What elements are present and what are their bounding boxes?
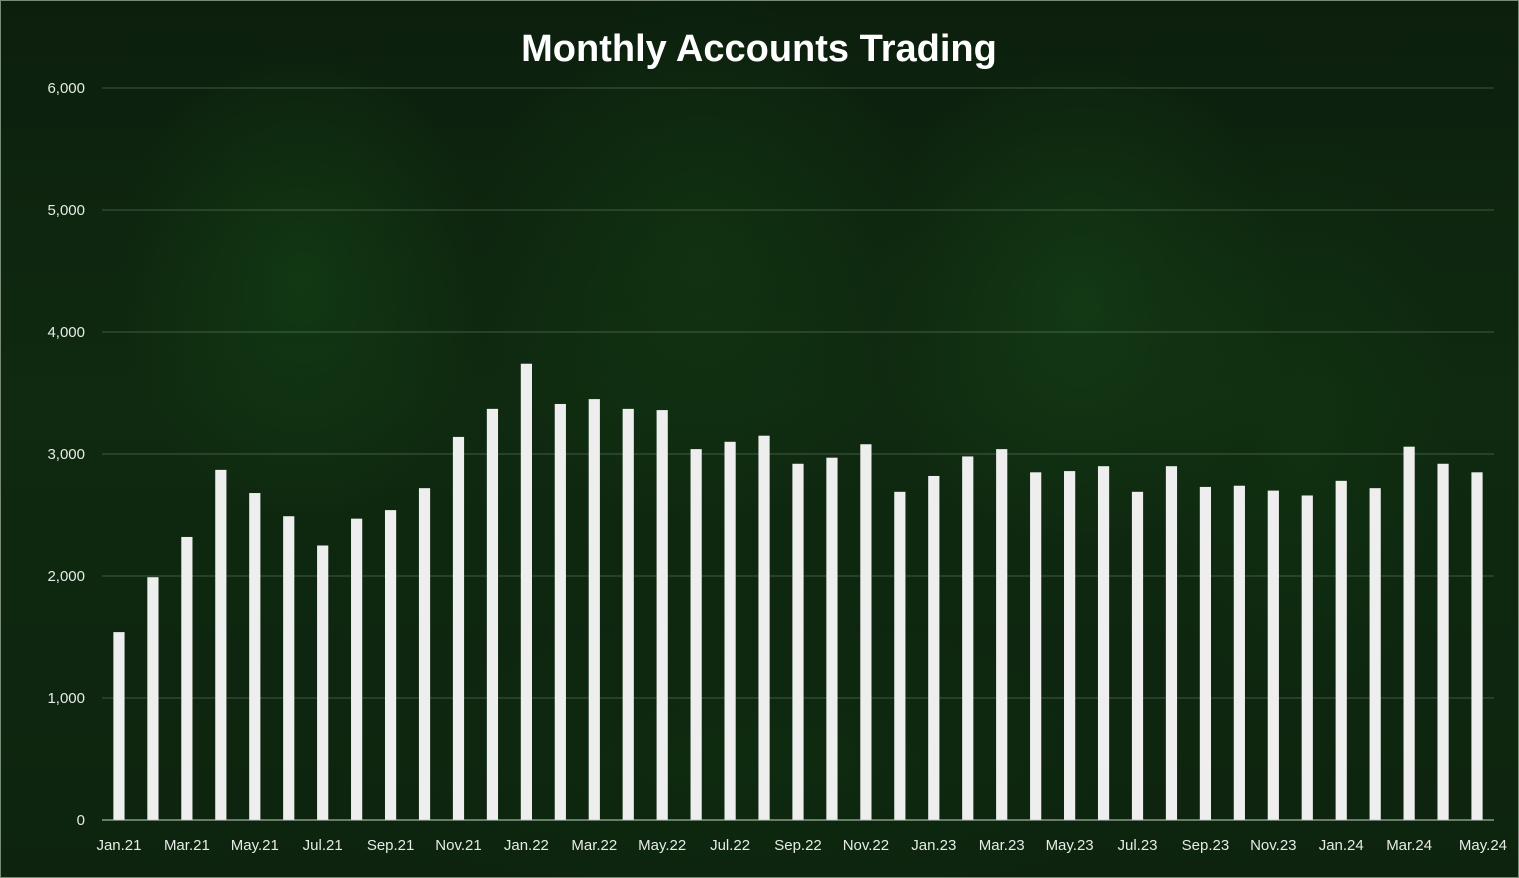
gridlines xyxy=(102,87,1494,699)
bar-may-23 xyxy=(1064,471,1076,820)
bar-jul-21 xyxy=(317,545,329,820)
bar-may-21 xyxy=(249,493,261,820)
x-tick-label: Nov.22 xyxy=(843,837,889,854)
x-tick-label: May.22 xyxy=(638,837,686,854)
x-tick-label: Jan.23 xyxy=(911,837,956,854)
bar-nov-22 xyxy=(860,444,872,820)
bar-sep-21 xyxy=(384,510,397,820)
bar-apr-22 xyxy=(622,408,634,820)
bar-feb-22 xyxy=(554,403,566,820)
y-tick-label: 5,000 xyxy=(47,202,85,219)
bar-mar-21 xyxy=(181,536,193,820)
bar-apr-23 xyxy=(1030,472,1042,820)
x-tick-label: Jul.21 xyxy=(303,837,343,854)
bar-jul-23 xyxy=(1131,491,1144,820)
bar-feb-24 xyxy=(1369,488,1381,820)
bar-aug-23 xyxy=(1165,466,1178,820)
x-tick-label: Mar.24 xyxy=(1386,837,1432,854)
bar-sep-22 xyxy=(792,463,804,820)
x-tick-label: May.23 xyxy=(1046,837,1094,854)
bar-oct-23 xyxy=(1233,485,1245,820)
bar-feb-21 xyxy=(147,577,159,820)
bar-jan-22 xyxy=(520,363,532,820)
bar-oct-22 xyxy=(826,457,838,820)
bar-apr-21 xyxy=(215,469,227,820)
x-tick-label: Mar.21 xyxy=(164,837,210,854)
x-tick-label: Nov.21 xyxy=(435,837,481,854)
bar-dec-22 xyxy=(894,491,906,820)
y-tick-label: 2,000 xyxy=(47,568,85,585)
x-tick-label: Mar.23 xyxy=(979,837,1025,854)
x-tick-label: Mar.22 xyxy=(571,837,617,854)
x-tick-label: Jan.22 xyxy=(504,837,549,854)
x-tick-label: Jul.23 xyxy=(1117,837,1157,854)
bar-jan-23 xyxy=(928,475,940,820)
x-axis-ticks: Jan.21 Mar.21 May.21 Jul.21 Sep.21 Nov.21 Jan.… xyxy=(96,837,1507,854)
x-tick-label: Nov.23 xyxy=(1250,837,1296,854)
y-tick-label: 3,000 xyxy=(47,446,85,463)
x-tick-label: Sep.21 xyxy=(367,837,415,854)
x-tick-label: May.24 xyxy=(1459,837,1507,854)
bar-jul-22 xyxy=(724,441,736,820)
bar-sep-23 xyxy=(1199,486,1212,820)
x-tick-label: Jul.22 xyxy=(710,837,750,854)
bar-dec-21 xyxy=(486,408,499,820)
y-tick-label: 6,000 xyxy=(47,80,85,97)
bar-jan-21 xyxy=(113,632,125,820)
bar-aug-21 xyxy=(351,518,363,820)
bar-jun-21 xyxy=(283,516,295,820)
bar-mar-23 xyxy=(996,449,1008,820)
chart-title: Monthly Accounts Trading xyxy=(521,28,997,70)
bar-jun-22 xyxy=(690,449,702,820)
x-tick-label: Jan.21 xyxy=(96,837,141,854)
bar-mar-22 xyxy=(588,399,600,820)
y-axis-ticks: 0 1,000 2,000 3,000 4,000 5,000 6,000 xyxy=(47,80,85,829)
bar-nov-21 xyxy=(452,436,465,820)
x-tick-label: May.21 xyxy=(231,837,279,854)
bar-jan-24 xyxy=(1335,480,1347,820)
bar-oct-21 xyxy=(418,488,431,820)
bar-aug-22 xyxy=(758,435,770,820)
bar-jun-23 xyxy=(1097,466,1110,820)
y-tick-label: 4,000 xyxy=(47,324,85,341)
bar-nov-23 xyxy=(1267,490,1279,820)
bar-mar-24 xyxy=(1403,446,1415,820)
bar-dec-23 xyxy=(1301,495,1313,820)
bar-feb-23 xyxy=(962,456,974,820)
bar-apr-24 xyxy=(1437,463,1449,820)
x-tick-label: Sep.22 xyxy=(774,837,822,854)
y-tick-label: 1,000 xyxy=(47,690,85,707)
x-tick-label: Sep.23 xyxy=(1182,837,1230,854)
x-tick-label: Jan.24 xyxy=(1319,837,1364,854)
y-tick-label: 0 xyxy=(77,812,85,829)
bars xyxy=(113,363,1483,820)
bar-may-24 xyxy=(1471,472,1483,820)
bar-may-22 xyxy=(656,410,668,820)
